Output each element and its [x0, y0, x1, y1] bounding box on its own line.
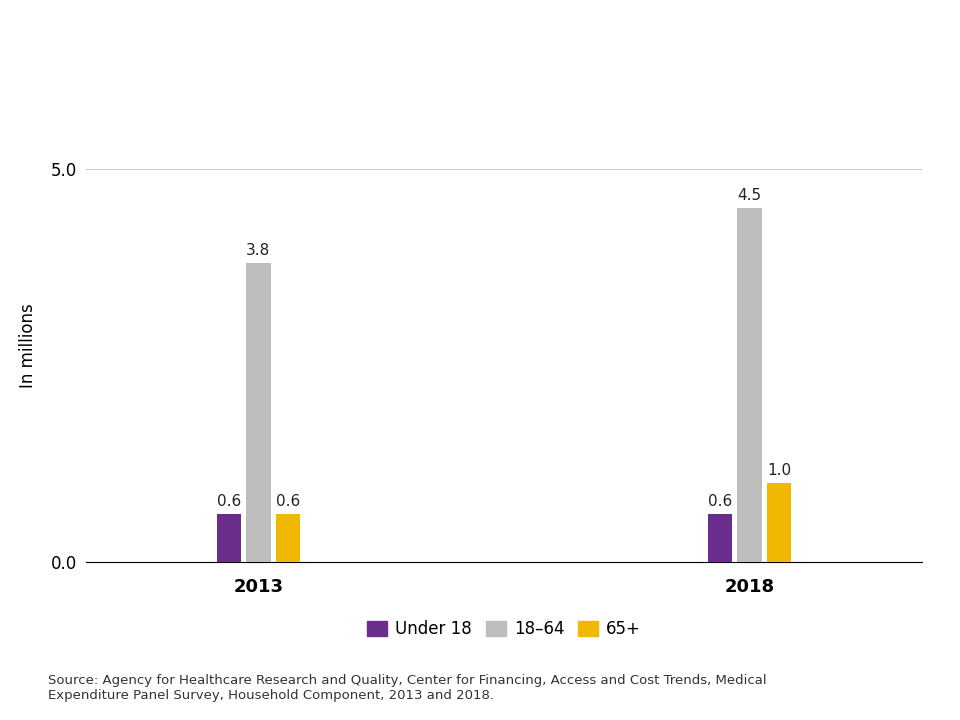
Y-axis label: In millions: In millions — [18, 303, 36, 388]
Bar — [767, 483, 791, 562]
Text: 0.6: 0.6 — [708, 494, 732, 509]
Bar — [737, 208, 762, 562]
Text: Source: Agency for Healthcare Research and Quality, Center for Financing, Access: Source: Agency for Healthcare Research a… — [48, 674, 767, 702]
Bar — [276, 515, 300, 562]
Legend: Under 18, 18–64, 65+: Under 18, 18–64, 65+ — [360, 613, 648, 644]
Bar — [217, 515, 241, 562]
Text: 1.0: 1.0 — [767, 462, 791, 477]
Bar — [708, 515, 732, 562]
Text: 0.6: 0.6 — [276, 494, 300, 509]
Text: Figure 2. Number of people obtaining one or more prescriptions for: Figure 2. Number of people obtaining one… — [55, 27, 771, 46]
Bar — [246, 263, 271, 562]
Text: antipsychotics, by age, 2013 and 2018: antipsychotics, by age, 2013 and 2018 — [209, 66, 616, 85]
Text: 4.5: 4.5 — [737, 188, 761, 202]
Text: 3.8: 3.8 — [246, 243, 271, 258]
Text: 0.6: 0.6 — [217, 494, 241, 509]
